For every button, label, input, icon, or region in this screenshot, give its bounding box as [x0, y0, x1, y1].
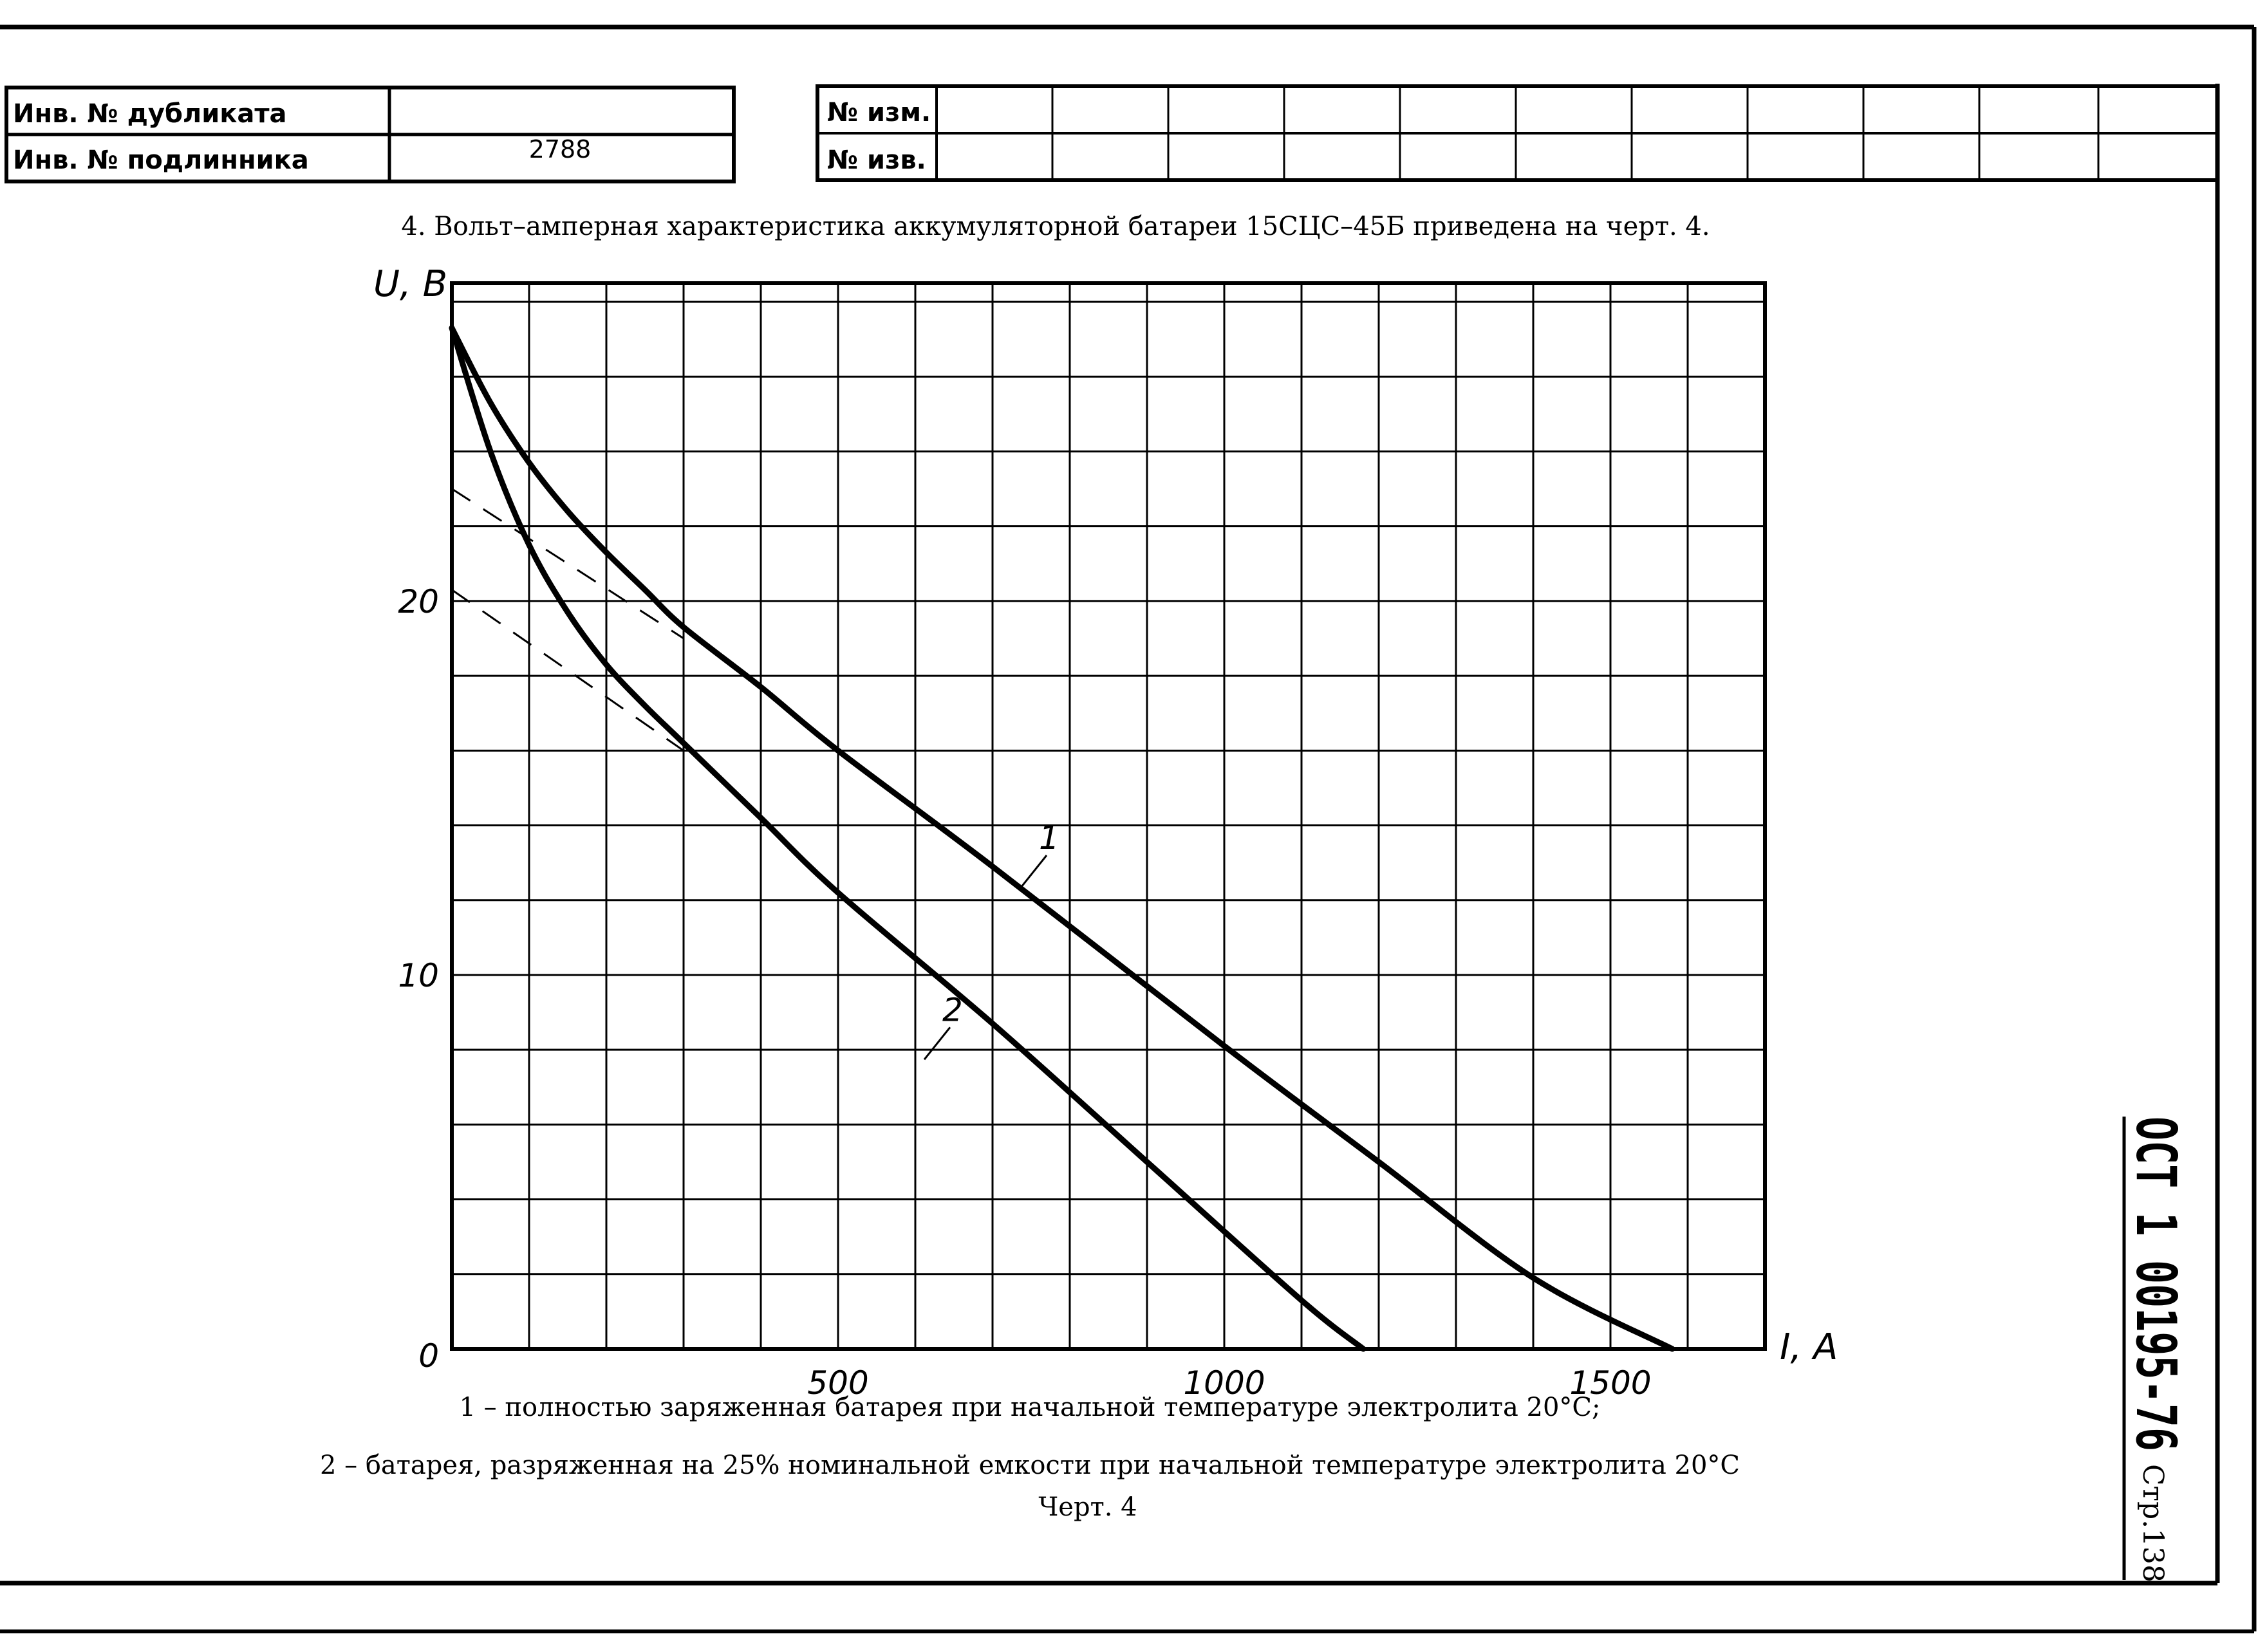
page-number: 138 — [2136, 1528, 2169, 1582]
dashed-guide-line — [451, 589, 684, 752]
page-label: Стр. — [2136, 1464, 2169, 1528]
series-2-curve — [449, 325, 1367, 1352]
y-tick-label: 10 — [398, 957, 439, 994]
series-2-label: 2 — [942, 991, 963, 1028]
x-tick-label: 1500 — [1569, 1364, 1651, 1402]
x-tick-label: 1000 — [1183, 1364, 1265, 1402]
x-axis-label: I, A — [1780, 1326, 1838, 1368]
paragraph-heading: 4. Вольт–амперная характеристика аккумул… — [401, 212, 1710, 241]
drawing-number-label: Черт. 4 — [1038, 1492, 1137, 1522]
series-1-leader — [1020, 855, 1048, 888]
duplicate-inventory-label: Инв. № дубликата — [13, 99, 287, 129]
series-1-label: 1 — [1039, 819, 1059, 857]
dashed-guide-line — [451, 488, 684, 640]
change-number-label: № изм. — [827, 98, 931, 127]
series-1-curve — [449, 325, 1675, 1352]
notice-number-label: № изв. — [827, 145, 926, 175]
series-2-leader — [923, 1026, 951, 1061]
inventory-stamp: Инв. № дубликата Инв. № подлинника 2788 — [5, 86, 736, 183]
document-code: ОСТ 1 00195-76 — [2123, 1117, 2188, 1451]
caption-curve-1: 1 – полностью заряженная батарея при нач… — [460, 1393, 1601, 1422]
original-inventory-label: Инв. № подлинника — [13, 145, 309, 175]
revision-table: № изм. № изв. — [816, 84, 2219, 182]
tick-labels: 500 1000 1500 0 10 20 — [398, 583, 1651, 1402]
caption-curve-2: 2 – батарея, разряженная на 25% номиналь… — [320, 1451, 1740, 1480]
y-tick-label: 20 — [398, 583, 439, 620]
dashed-guide-lines — [451, 488, 684, 752]
chart-grid — [452, 283, 1765, 1349]
y-axis-label: U, B — [373, 263, 447, 305]
original-inventory-value: 2788 — [529, 135, 592, 163]
document-designation: ОСТ 1 00195-76 Стр. 138 — [2122, 1117, 2188, 1582]
x-tick-label: 500 — [807, 1364, 868, 1402]
y-tick-label: 0 — [418, 1337, 439, 1375]
plot-border — [450, 281, 1767, 1351]
chart-series: 12 — [449, 325, 1675, 1352]
